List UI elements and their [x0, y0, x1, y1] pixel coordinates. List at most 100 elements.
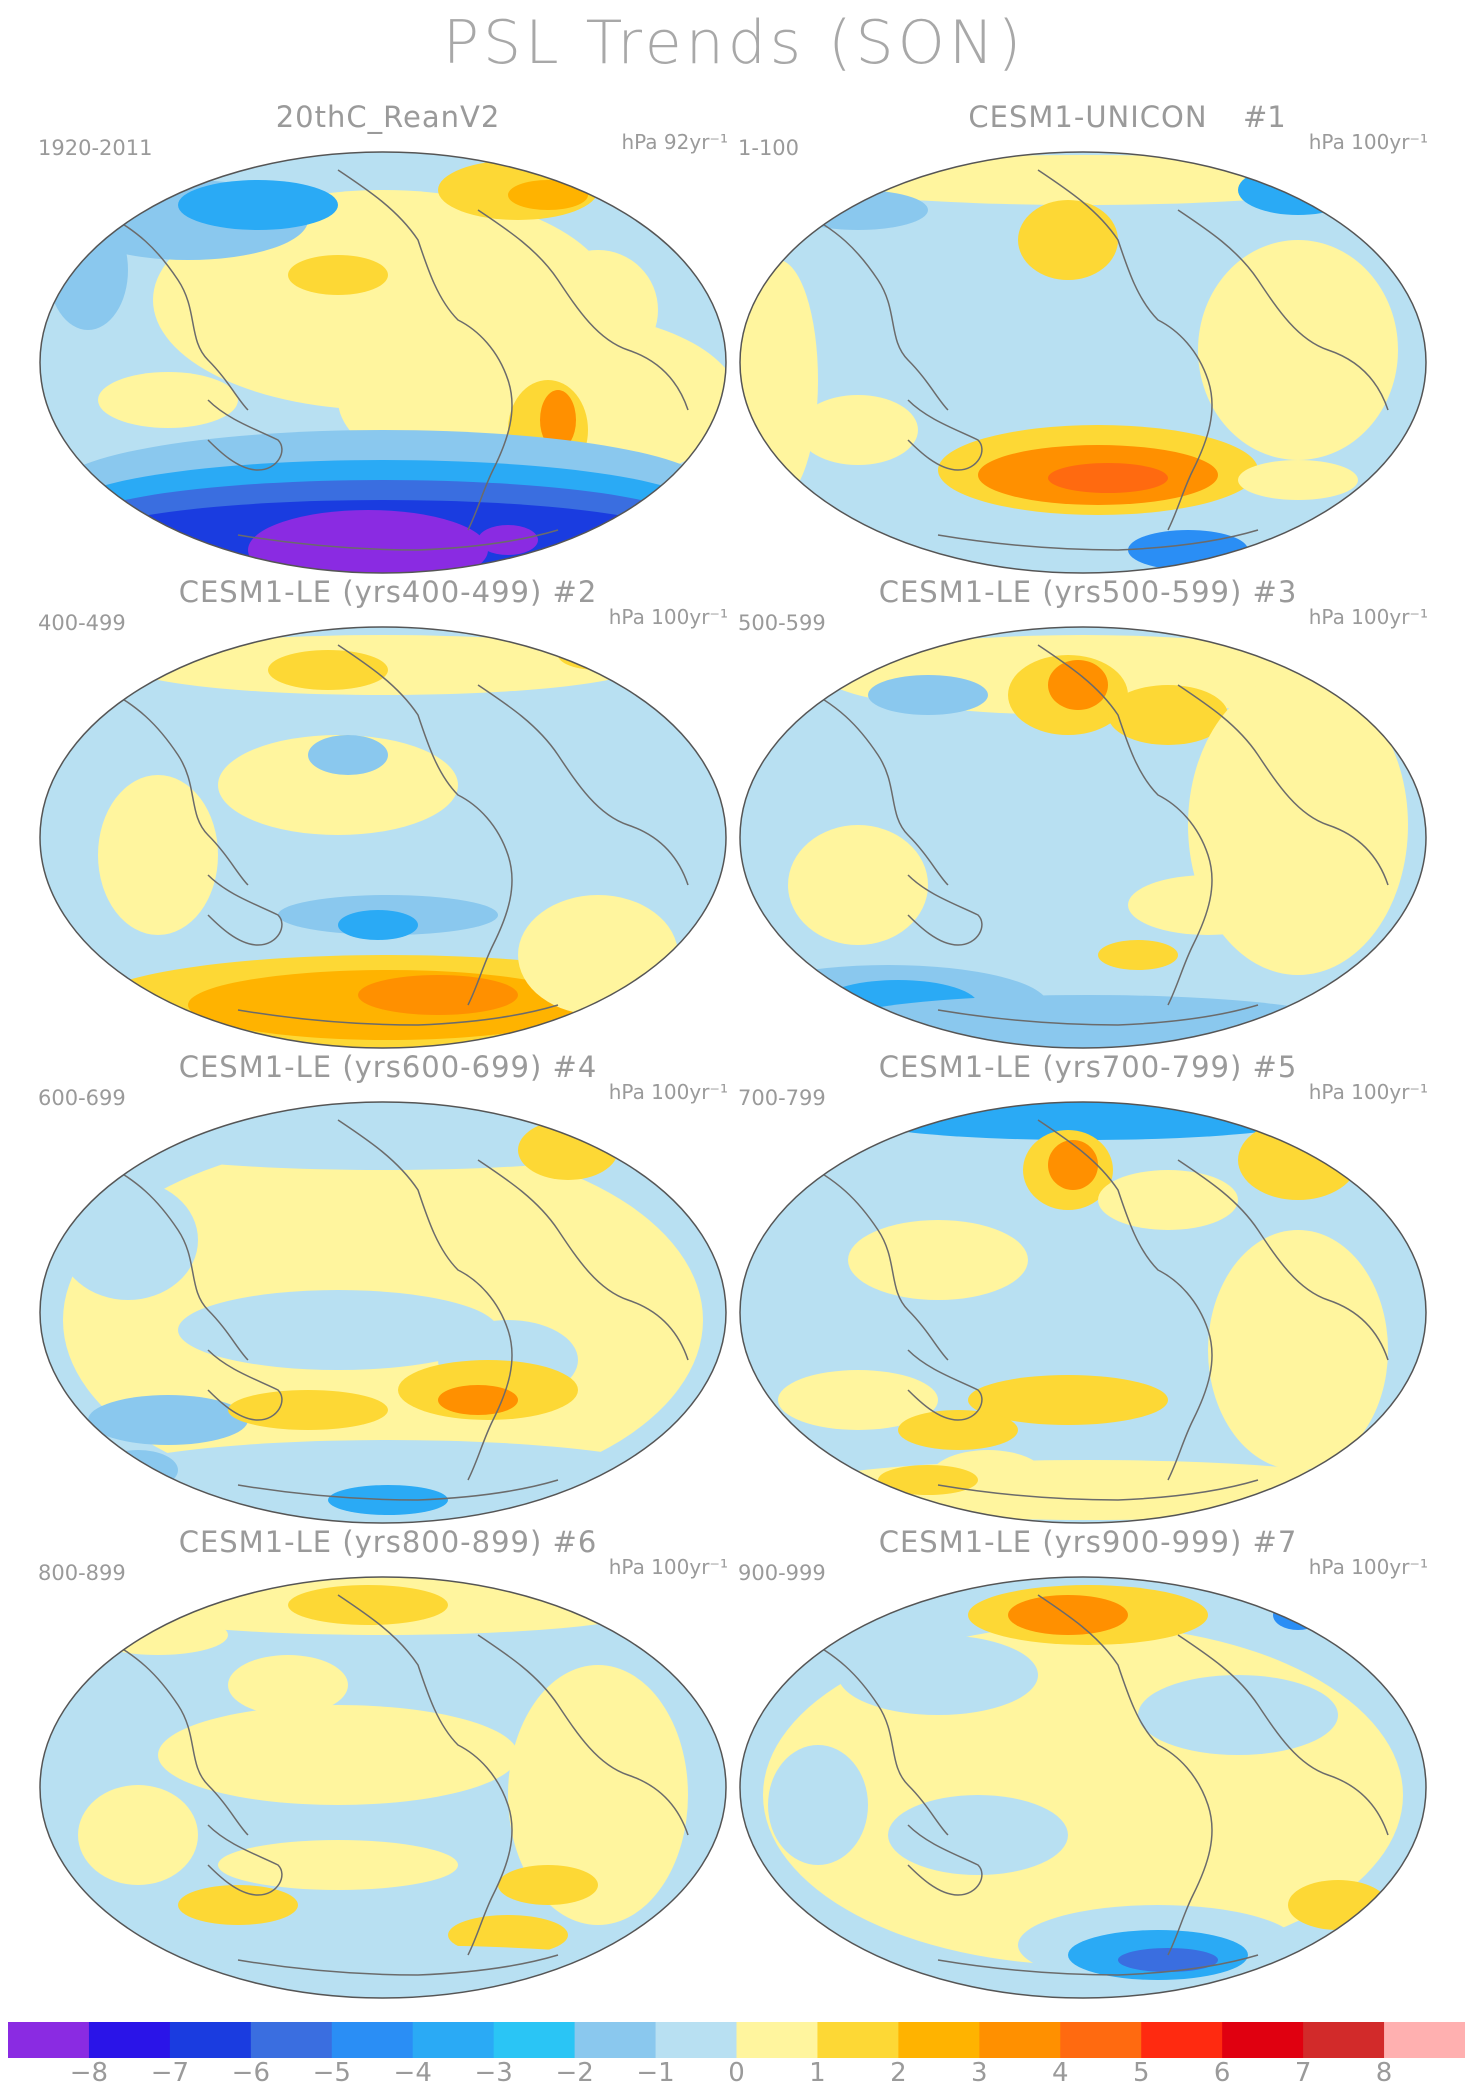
- trend-contour: [788, 190, 928, 230]
- trend-contour: [288, 255, 388, 295]
- trend-contour: [788, 1460, 1388, 1520]
- colorbar-swatch: [1384, 2022, 1465, 2058]
- trend-contour: [1128, 530, 1248, 570]
- trend-contour: [788, 825, 928, 945]
- coastline: [97, 1634, 249, 1836]
- coastline: [1037, 644, 1213, 1006]
- trend-contour: [540, 390, 576, 450]
- world-map: [39, 1576, 727, 1999]
- coastline: [907, 874, 983, 946]
- coastline: [237, 529, 559, 551]
- colorbar-swatch: [250, 2022, 333, 2058]
- coastline: [1177, 1634, 1389, 1836]
- map-border: [739, 626, 1427, 1049]
- panel-year-range: 900-999: [738, 1561, 826, 1585]
- world-map: [39, 1101, 727, 1524]
- colorbar-swatch: [1141, 2022, 1223, 2058]
- colorbar-tick-label: 2: [890, 2058, 907, 2088]
- coastline: [937, 1004, 1259, 1026]
- trend-contour: [98, 775, 218, 935]
- coastline: [237, 1479, 559, 1501]
- panel-title: CESM1-LE (yrs600-699) #4: [178, 1050, 598, 1084]
- panel-title: CESM1-UNICON: [968, 100, 1208, 134]
- coastline: [477, 684, 689, 886]
- figure-title: PSL Trends (SON): [442, 8, 1026, 78]
- trend-contour: [1048, 463, 1168, 493]
- trend-contour: [1098, 1170, 1238, 1230]
- panel-title: CESM1-LE (yrs700-799) #5: [878, 1050, 1298, 1084]
- map-border: [39, 626, 727, 1049]
- colorbar-swatch: [493, 2022, 576, 2058]
- coastline: [937, 1479, 1259, 1501]
- colorbar-tick-label: 5: [1132, 2058, 1150, 2088]
- colorbar-tick-label: −1: [636, 2058, 675, 2088]
- panel-title: 20thC_ReanV2: [275, 100, 501, 134]
- trend-contour: [898, 1410, 1018, 1450]
- world-map: [739, 1576, 1427, 1999]
- coastline: [937, 529, 1259, 551]
- map-panel: CESM1-LE (yrs800-899) #6 800-899 hPa 100yr…: [38, 1525, 738, 1999]
- trend-contour: [88, 1615, 228, 1655]
- coastline: [797, 1159, 949, 1361]
- colorbar-swatch: [574, 2022, 657, 2058]
- trend-contour: [848, 1220, 1028, 1300]
- trend-contour: [178, 180, 338, 230]
- colorbar-tick-label: 6: [1213, 2058, 1231, 2088]
- coastline: [797, 1634, 949, 1836]
- trend-contour: [968, 1375, 1168, 1425]
- trend-contour: [518, 1120, 618, 1180]
- trend-contour: [178, 1290, 498, 1370]
- trend-contour: [538, 250, 658, 370]
- map-border: [39, 1576, 727, 1999]
- trend-contour: [1048, 660, 1108, 710]
- map-panel: CESM1-LE (yrs400-499) #2 400-499 hPa 100yr…: [38, 575, 738, 1049]
- trend-contour: [518, 895, 678, 1015]
- panel-year-range: 1920-2011: [38, 136, 153, 160]
- trend-contour: [878, 1465, 978, 1495]
- colorbar-tick-label: −3: [474, 2058, 513, 2088]
- colorbar-swatch: [655, 2022, 737, 2058]
- colorbar-tick-label: 7: [1294, 2058, 1312, 2088]
- trend-contour: [58, 1180, 198, 1300]
- map-border: [39, 151, 727, 574]
- trend-contour: [498, 1865, 598, 1905]
- colorbar: [8, 2022, 1465, 2058]
- coastline: [337, 1594, 513, 1956]
- colorbar-swatch: [412, 2022, 495, 2058]
- trend-contour: [1238, 165, 1358, 215]
- coastline: [937, 1954, 1259, 1976]
- coastline: [907, 1349, 983, 1421]
- coastline: [337, 169, 513, 531]
- panel-title: CESM1-LE (yrs800-899) #6: [178, 1525, 598, 1559]
- map-panel: CESM1-LE (yrs600-699) #4 600-699 hPa 100yr…: [38, 1050, 738, 1524]
- trend-contour: [358, 975, 518, 1015]
- trend-contour: [558, 640, 638, 670]
- trend-contour: [98, 372, 238, 428]
- trend-contour: [228, 1390, 388, 1430]
- trend-contour: [1108, 685, 1228, 745]
- trend-contour: [888, 1795, 1068, 1875]
- map-panel: CESM1-LE (yrs700-799) #5 700-799 hPa 100yr…: [738, 1050, 1438, 1524]
- coastline: [1037, 169, 1213, 531]
- colorbar-tick-label: 0: [728, 2058, 745, 2088]
- trend-contour: [228, 1655, 348, 1715]
- world-map: [39, 626, 727, 1049]
- colorbar-tick-label: −8: [69, 2058, 109, 2088]
- trend-contour: [768, 1745, 868, 1865]
- colorbar-swatch: [8, 2022, 90, 2058]
- map-panel: CESM1-UNICON #1 1-100 hPa 100yr⁻¹: [738, 100, 1438, 574]
- colorbar-swatch: [88, 2022, 171, 2058]
- colorbar-tick-label: −7: [150, 2058, 190, 2088]
- colorbar-tick-label: 1: [809, 2058, 826, 2088]
- trend-contour: [1018, 200, 1118, 280]
- trend-contour: [178, 1885, 298, 1925]
- coastline: [1037, 1594, 1213, 1956]
- coastline: [797, 209, 949, 411]
- coastline: [797, 684, 949, 886]
- trend-contour: [778, 1370, 938, 1430]
- map-panel: CESM1-LE (yrs900-999) #7 900-999 hPa 100yr…: [738, 1525, 1438, 1999]
- coastline: [1177, 209, 1389, 411]
- panel-units: hPa 100yr⁻¹: [1308, 605, 1428, 629]
- panel-units: hPa 100yr⁻¹: [1308, 1555, 1428, 1579]
- trend-contour: [438, 1385, 518, 1415]
